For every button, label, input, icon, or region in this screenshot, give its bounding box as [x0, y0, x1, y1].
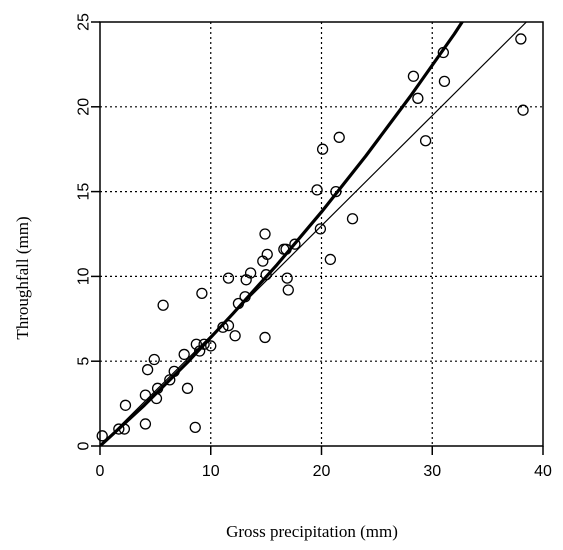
data-point — [346, 213, 359, 225]
data-point — [419, 135, 432, 147]
y-tick-label: 15 — [76, 183, 93, 201]
data-point — [324, 253, 337, 266]
data-point — [222, 272, 235, 284]
data-point — [232, 297, 245, 310]
y-axis: 0 5 10 15 20 25 — [76, 13, 100, 450]
data-point — [96, 430, 108, 442]
x-tick-label: 30 — [423, 463, 441, 480]
x-axis-title: Gross precipitation (mm) — [226, 522, 398, 541]
y-axis-title: Throughfall (mm) — [13, 216, 32, 339]
data-point — [437, 46, 449, 59]
data-point — [280, 243, 292, 255]
data-point — [244, 267, 257, 279]
x-tick-label: 0 — [96, 463, 105, 480]
y-tick-label: 0 — [76, 441, 93, 450]
data-point — [181, 382, 194, 394]
data-point — [198, 338, 210, 350]
data-point — [113, 423, 125, 435]
y-tick-label: 25 — [76, 13, 93, 31]
data-point — [259, 228, 271, 240]
data-point — [316, 143, 329, 155]
data-point — [178, 348, 190, 361]
data-point — [517, 104, 529, 116]
fit-lines — [100, 22, 527, 446]
data-point — [282, 284, 294, 296]
data-point — [151, 382, 164, 394]
x-tick-label: 20 — [313, 463, 331, 480]
data-point — [407, 70, 420, 82]
data-point — [217, 321, 229, 333]
data-points — [96, 33, 529, 442]
data-point — [260, 269, 272, 281]
data-point — [190, 338, 203, 350]
data-point — [330, 185, 342, 198]
data-point — [438, 75, 451, 88]
x-axis: 0 10 20 30 40 — [96, 446, 552, 480]
data-point — [239, 291, 251, 303]
y-tick-label: 20 — [76, 98, 93, 116]
thick-fit-line — [100, 22, 465, 446]
data-point — [148, 353, 160, 366]
data-point — [278, 243, 290, 255]
data-point — [141, 364, 154, 376]
data-point — [229, 330, 241, 342]
y-tick-label: 5 — [76, 357, 93, 366]
data-point — [281, 272, 293, 284]
x-tick-label: 40 — [534, 463, 552, 480]
x-tick-label: 10 — [202, 463, 220, 480]
data-point — [118, 423, 131, 435]
data-point — [515, 33, 527, 45]
thin-fit-line — [100, 22, 527, 446]
data-point — [196, 287, 208, 300]
data-point — [139, 389, 152, 401]
data-point — [157, 299, 169, 311]
data-point — [222, 319, 235, 332]
data-point — [139, 418, 152, 430]
data-point — [314, 223, 327, 235]
data-point — [119, 399, 132, 411]
data-point — [412, 92, 424, 104]
data-point — [168, 365, 180, 378]
data-point — [311, 184, 323, 196]
data-point — [205, 340, 217, 352]
data-point — [289, 238, 301, 250]
data-point — [189, 421, 201, 433]
y-tick-label: 10 — [76, 267, 93, 285]
data-point — [259, 331, 271, 344]
data-point — [261, 248, 273, 261]
data-point — [333, 131, 345, 143]
